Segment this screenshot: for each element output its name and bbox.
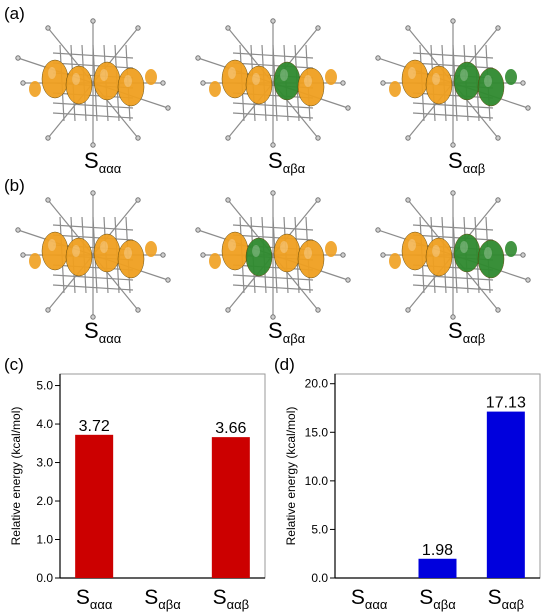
bar-chart-c: 0.0 1.0 2.0 3.0 4.0 5.0 Relative energy (kcal/… (9, 373, 266, 612)
data-label: 17.13 (486, 395, 526, 412)
bar (75, 434, 114, 578)
x-tick-label: Sααα (351, 586, 388, 612)
y-tick-label: 15.0 (305, 425, 329, 439)
molecule-orbital-image (15, 190, 171, 320)
y-tick-label: 0.0 (311, 571, 328, 585)
y-tick-label: 0.0 (36, 571, 53, 585)
y-tick-label: 1.0 (36, 533, 53, 547)
bar (418, 558, 457, 578)
state-label: Sααβ (448, 148, 486, 176)
bar (211, 437, 250, 578)
y-axis-label: Relative energy (kcal/mol) (284, 407, 298, 546)
data-label: 3.72 (79, 418, 110, 435)
molecule-orbital-image (15, 18, 171, 148)
bar-chart-d: 0.0 5.0 10.0 15.0 20.0 Relative energy (kcal/… (284, 373, 541, 612)
state-label: Sαβα (268, 148, 306, 176)
bar (486, 411, 525, 578)
y-tick-label: 5.0 (311, 522, 328, 536)
y-tick-label: 20.0 (305, 377, 329, 391)
molecule-orbital-image (375, 190, 531, 320)
state-label: Sααα (84, 148, 122, 176)
state-label: Sαβα (268, 318, 306, 346)
panel-label-a: (a) (4, 4, 25, 23)
data-label: 3.66 (215, 420, 246, 437)
y-axis-label: Relative energy (kcal/mol) (9, 407, 23, 546)
y-tick-label: 2.0 (36, 494, 53, 508)
y-tick-label: 5.0 (36, 379, 53, 393)
x-tick-label: Sααβ (488, 586, 525, 612)
data-label: 1.98 (422, 542, 453, 559)
panel-label-b: (b) (4, 176, 25, 195)
x-tick-label: Sαβα (144, 586, 181, 612)
molecule-orbital-image (195, 190, 351, 320)
y-tick-label: 3.0 (36, 456, 53, 470)
panel-label-d: (d) (274, 355, 295, 374)
panel-label-c: (c) (4, 355, 24, 374)
molecule-orbital-image (195, 18, 351, 148)
molecule-orbital-image (375, 18, 531, 148)
state-label: Sααα (84, 318, 122, 346)
x-tick-label: Sααα (76, 586, 113, 612)
y-tick-label: 4.0 (36, 417, 53, 431)
x-tick-label: Sααβ (213, 586, 250, 612)
state-label: Sααβ (448, 318, 486, 346)
y-tick-label: 10.0 (305, 474, 329, 488)
x-tick-label: Sαβα (419, 586, 456, 612)
